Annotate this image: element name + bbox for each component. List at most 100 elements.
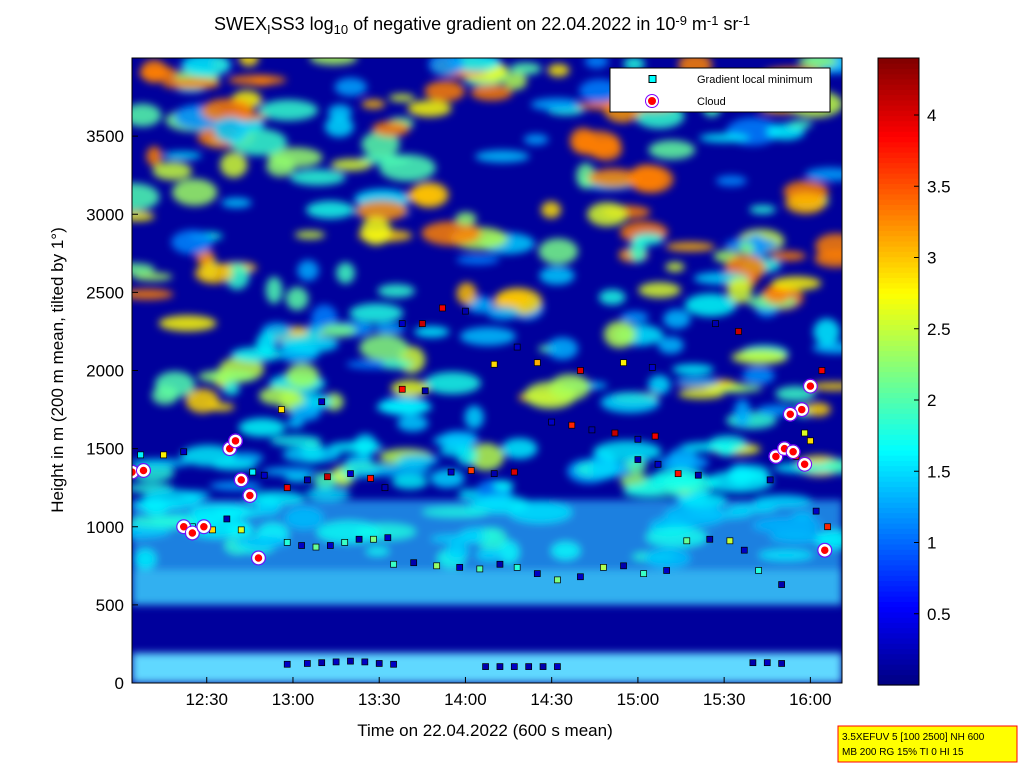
- minimum-marker: [577, 367, 584, 374]
- markers: [132, 304, 833, 670]
- blob: [413, 326, 450, 338]
- blob: [410, 182, 449, 208]
- minimum-marker: [418, 320, 426, 327]
- colorbar-cell: [878, 517, 919, 524]
- blob: [316, 521, 381, 544]
- blob: [678, 492, 727, 508]
- blob: [328, 441, 383, 453]
- minimum-marker: [324, 473, 331, 481]
- blob: [261, 467, 318, 477]
- colorbar-cell: [878, 460, 919, 467]
- colorbar-cell: [878, 361, 919, 367]
- blob: [645, 526, 708, 548]
- blob: [388, 93, 416, 102]
- colorbar-cell: [878, 402, 919, 409]
- colorbar-cell: [878, 120, 919, 127]
- minimum-marker: [513, 343, 521, 351]
- minimum-marker: [398, 320, 406, 327]
- blob: [439, 445, 468, 457]
- blob: [305, 487, 351, 501]
- blob: [334, 77, 367, 97]
- cloud-marker: [786, 445, 800, 458]
- title-part: -1: [738, 13, 750, 28]
- colorbar-cell: [878, 455, 919, 461]
- blob: [285, 286, 309, 311]
- colorbar-cell: [878, 246, 919, 252]
- colorbar-tick-label: 0.5: [927, 605, 951, 624]
- cloud-marker: [243, 489, 257, 502]
- blob: [336, 262, 355, 284]
- colorbar-cell: [878, 502, 919, 508]
- colorbar: 0.5 1 1.5 2 2.5 3 3.5 4: [877, 57, 951, 686]
- colorbar-cell: [878, 141, 919, 148]
- blob: [663, 309, 691, 329]
- y-tick-label: 2500: [86, 283, 124, 302]
- colorbar-cell: [878, 240, 919, 247]
- blob: [749, 205, 777, 215]
- minimum-marker: [381, 484, 389, 492]
- title-part: I: [267, 22, 271, 37]
- minimum-marker: [390, 560, 397, 568]
- minimum-marker: [303, 476, 311, 484]
- minimum-marker: [312, 543, 320, 551]
- colorbar-cell: [878, 622, 919, 629]
- colorbar-cell: [878, 267, 919, 273]
- colorbar-cell: [878, 496, 919, 503]
- colorbar-tick-label: 2.5: [927, 320, 951, 339]
- minimum-marker: [490, 470, 498, 477]
- title-part: of negative gradient on 22.04.2022 in 10: [348, 14, 675, 34]
- colorbar-cell: [878, 570, 919, 576]
- legend-ring: [645, 94, 659, 108]
- minimum-marker: [421, 387, 429, 395]
- blob: [328, 104, 352, 121]
- blob: [377, 284, 416, 298]
- colorbar-cell: [878, 115, 919, 122]
- blob: [139, 65, 179, 82]
- blob: [657, 336, 684, 354]
- x-tick-label: 15:00: [617, 690, 660, 709]
- blob: [219, 152, 248, 178]
- minimum-marker: [398, 385, 406, 393]
- colorbar-cell: [878, 136, 919, 143]
- colorbar-cell: [878, 559, 919, 566]
- colorbar-cell: [878, 392, 919, 399]
- blob: [486, 306, 520, 320]
- minimum-marker: [513, 564, 521, 571]
- minimum-marker: [361, 658, 369, 666]
- blob: [813, 318, 840, 346]
- title-part: SS3 log: [271, 14, 334, 34]
- y-tick-label: 0: [115, 674, 124, 693]
- colorbar-cell: [878, 507, 919, 514]
- cloud-ring: [135, 463, 151, 478]
- minimum-marker: [476, 565, 484, 573]
- blob: [684, 293, 737, 317]
- colorbar-cell: [878, 293, 919, 299]
- blob: [665, 241, 716, 252]
- info-line: 3.5XEFUV 5 [100 2500] NH 600: [842, 732, 985, 743]
- minimum-marker: [600, 564, 607, 571]
- blob: [324, 392, 344, 411]
- minimum-marker: [706, 535, 714, 543]
- minimum-marker: [712, 320, 719, 327]
- blob: [430, 469, 465, 489]
- minimum-marker: [763, 659, 771, 667]
- colorbar-cell: [878, 371, 919, 378]
- title-part: m: [687, 14, 707, 34]
- colorbar-cell: [878, 533, 919, 540]
- blob: [603, 320, 636, 349]
- colorbar-cell: [878, 643, 919, 650]
- colorbar-cell: [878, 470, 919, 477]
- minimum-marker: [640, 570, 648, 577]
- minimum-marker: [355, 535, 363, 543]
- cloud-ring: [242, 488, 258, 503]
- colorbar-tick-label: 3.5: [927, 177, 951, 196]
- blob: [638, 282, 682, 298]
- title-part: SWEX: [214, 14, 267, 34]
- minimum-marker: [326, 542, 334, 549]
- colorbar-cell: [878, 99, 919, 106]
- colorbar-cell: [878, 580, 919, 587]
- colorbar-cell: [878, 423, 919, 430]
- colorbar-cell: [878, 590, 919, 597]
- minimum-marker: [525, 663, 533, 670]
- cloud-marker: [798, 458, 811, 471]
